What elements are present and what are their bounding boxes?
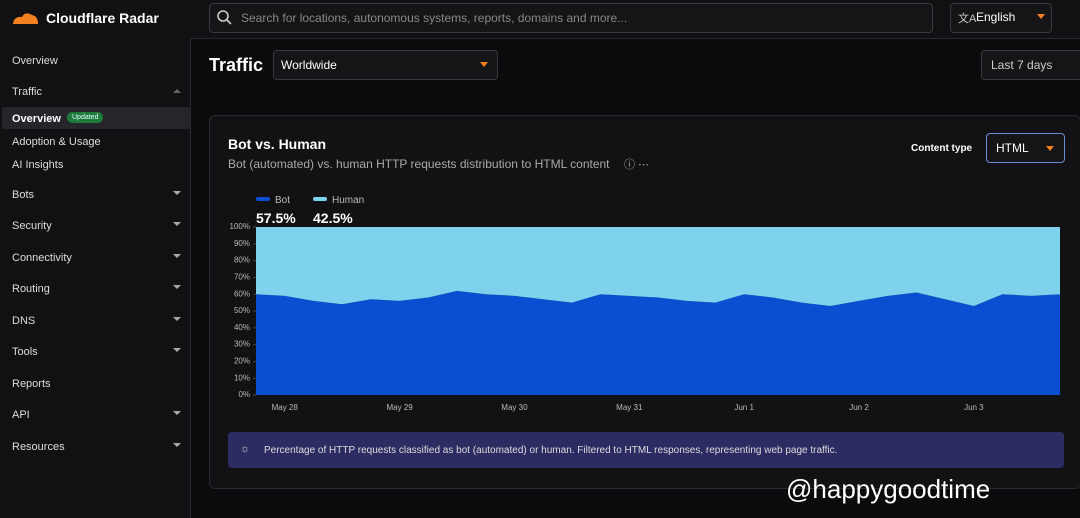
x-tick-label: May 30 bbox=[501, 403, 528, 412]
content-type-select[interactable] bbox=[986, 133, 1065, 163]
y-tick-label: 30% bbox=[234, 340, 250, 349]
expand-arrow bbox=[173, 348, 181, 352]
collapse-arrow bbox=[173, 89, 181, 93]
expand-arrow bbox=[173, 191, 181, 195]
search-box[interactable] bbox=[209, 3, 933, 33]
search-icon bbox=[217, 10, 232, 25]
nav-item[interactable]: Connectivity bbox=[12, 252, 72, 264]
nav-sub-item[interactable]: AI Insights bbox=[12, 159, 64, 171]
nav-item[interactable]: Security bbox=[12, 220, 52, 232]
y-tick-label: 0% bbox=[238, 390, 250, 399]
nav-item[interactable]: Routing bbox=[12, 283, 50, 295]
content-type: HTML bbox=[996, 141, 1029, 155]
expand-arrow bbox=[173, 317, 181, 321]
range: Last 7 days bbox=[991, 58, 1053, 72]
nav-item[interactable]: Overview bbox=[12, 55, 58, 67]
expand-arrow bbox=[173, 222, 181, 226]
card-title: Bot vs. Human bbox=[228, 136, 327, 152]
lang-icon: 文A bbox=[958, 13, 977, 25]
area bbox=[256, 290, 1060, 395]
legend-entry: Human 42.5% bbox=[313, 190, 373, 226]
language-select[interactable] bbox=[950, 3, 1052, 33]
logo bbox=[13, 13, 38, 24]
ct-caret bbox=[1046, 146, 1054, 151]
y-tick-label: 60% bbox=[234, 289, 250, 298]
language: English bbox=[976, 10, 1016, 24]
legend-swatch bbox=[256, 196, 270, 201]
note: Percentage of HTTP requests classified a… bbox=[264, 445, 838, 456]
card-icons[interactable]: ⓘ ⋯ bbox=[624, 159, 650, 171]
nav-item[interactable]: Bots bbox=[12, 189, 35, 201]
nav-item[interactable]: API bbox=[12, 409, 30, 421]
y-tick-label: 100% bbox=[230, 222, 250, 231]
nav-item[interactable]: DNS bbox=[12, 315, 36, 327]
nav-item[interactable]: Traffic bbox=[12, 86, 42, 98]
legend-label: Bot bbox=[275, 195, 291, 206]
badge: Updated bbox=[67, 112, 104, 123]
card-subtitle: Bot (automated) vs. human HTTP requests … bbox=[228, 157, 610, 171]
legend-label: Human bbox=[332, 195, 365, 206]
brand: Cloudflare Radar bbox=[46, 10, 159, 26]
x-tick-label: May 29 bbox=[386, 403, 413, 412]
expand-arrow bbox=[173, 411, 181, 415]
page-title: Traffic bbox=[209, 55, 264, 75]
x-tick-label: May 31 bbox=[616, 403, 643, 412]
y-tick-label: 10% bbox=[234, 373, 250, 382]
chart: 0% 10% 20% 30% 40% 50% 60% 70% 80% 90% 100% May 28 M… bbox=[230, 222, 1060, 412]
location-caret bbox=[480, 62, 488, 67]
nav-item[interactable]: Tools bbox=[12, 346, 38, 358]
x-tick-label: Jun 2 bbox=[849, 403, 869, 412]
x-tick-label: May 28 bbox=[272, 403, 299, 412]
expand-arrow bbox=[173, 443, 181, 447]
y-tick-label: 90% bbox=[234, 239, 250, 248]
content-type-label: Content type bbox=[911, 143, 973, 154]
location-select[interactable] bbox=[273, 50, 498, 80]
search-placeholder: Search for locations, autonomous systems… bbox=[241, 11, 628, 25]
note-box bbox=[228, 432, 1064, 468]
x-tick-label: Jun 3 bbox=[964, 403, 984, 412]
legend-share: 57.5% bbox=[256, 210, 296, 226]
nav-item[interactable]: Reports bbox=[12, 378, 51, 390]
y-tick-label: 80% bbox=[234, 256, 250, 265]
legend-entry: Bot 57.5% bbox=[256, 190, 316, 226]
nav-item[interactable]: Resources bbox=[12, 441, 65, 453]
note-icon: ☼ bbox=[240, 443, 251, 455]
y-tick-label: 70% bbox=[234, 273, 250, 282]
expand-arrow bbox=[173, 285, 181, 289]
legend-swatch bbox=[313, 196, 327, 201]
area bbox=[256, 227, 1060, 306]
x-tick-label: Jun 1 bbox=[734, 403, 754, 412]
expand-arrow bbox=[173, 254, 181, 258]
location: Worldwide bbox=[281, 58, 337, 72]
watermark: @happygoodtime bbox=[786, 474, 991, 504]
y-tick-label: 50% bbox=[234, 306, 250, 315]
range-select[interactable] bbox=[981, 50, 1080, 80]
legend-share: 42.5% bbox=[313, 210, 353, 226]
lang-caret bbox=[1037, 14, 1045, 19]
nav-sub-item[interactable]: Overview bbox=[12, 113, 61, 125]
y-tick-label: 40% bbox=[234, 323, 250, 332]
y-tick-label: 20% bbox=[234, 357, 250, 366]
nav-sub-item[interactable]: Adoption & Usage bbox=[12, 136, 101, 148]
